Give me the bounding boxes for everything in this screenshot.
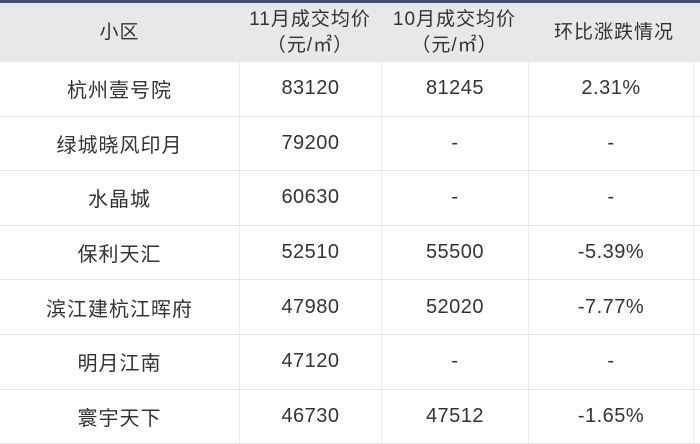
cell-oct-price: 55500 xyxy=(381,225,528,280)
column-header-sub: （元/㎡） xyxy=(411,34,498,56)
cell-nov-price: 47120 xyxy=(239,334,381,389)
cell-change: -1.65% xyxy=(528,389,694,444)
cell-community: 保利天汇 xyxy=(77,244,162,267)
table-row: 保利天汇 52510 55500 -5.39% xyxy=(0,225,700,281)
column-header-label: 小区 xyxy=(99,21,140,43)
column-header-label: 环比涨跌情况 xyxy=(553,21,674,43)
table-row: 滨江建杭江晖府 47980 52020 -7.77% xyxy=(0,280,700,335)
column-header-community: 小区 xyxy=(0,3,239,62)
column-header-label: 10月成交均价 xyxy=(392,8,517,30)
cell-oct-price: - xyxy=(381,334,528,389)
cell-nov-price: 52510 xyxy=(239,225,381,280)
column-header-label: 11月成交均价 xyxy=(249,8,371,30)
table-row: 杭州壹号院 83120 81245 2.31% xyxy=(0,62,700,117)
table-header-row: 小区 11月成交均价 （元/㎡） 10月成交均价 （元/㎡） 环比涨跌情况 xyxy=(0,3,700,62)
table-row: 明月江南 47120 - - xyxy=(0,334,700,390)
column-header-change: 环比涨跌情况 xyxy=(528,3,700,62)
cell-nov-price: 83120 xyxy=(239,62,381,116)
table-top-accent-bar xyxy=(0,0,700,3)
column-header-sub: （元/㎡） xyxy=(266,34,354,56)
column-header-nov-price: 11月成交均价 （元/㎡） xyxy=(239,3,381,62)
cell-oct-price: - xyxy=(381,171,528,225)
column-header-oct-price: 10月成交均价 （元/㎡） xyxy=(381,3,528,62)
cell-community: 明月江南 xyxy=(77,353,162,376)
cell-nov-price: 46730 xyxy=(239,389,381,444)
cell-change: -7.77% xyxy=(528,280,694,334)
cell-community: 绿城晓风印月 xyxy=(56,134,183,157)
cell-change: - xyxy=(528,116,694,171)
cell-community: 寰宇天下 xyxy=(77,407,162,430)
cell-nov-price: 60630 xyxy=(239,171,381,225)
cell-change: 2.31% xyxy=(528,62,694,116)
cell-community: 杭州壹号院 xyxy=(67,80,172,103)
cell-change: -5.39% xyxy=(528,225,694,280)
table-row: 寰宇天下 46730 47512 -1.65% xyxy=(0,389,700,444)
cell-oct-price: - xyxy=(381,116,528,171)
cell-community: 滨江建杭江晖府 xyxy=(46,298,193,321)
cell-oct-price: 52020 xyxy=(381,280,528,334)
cell-nov-price: 47980 xyxy=(239,280,381,334)
cell-nov-price: 79200 xyxy=(239,116,381,171)
table-row: 水晶城 60630 - - xyxy=(0,171,700,226)
cell-oct-price: 81245 xyxy=(381,62,528,116)
cell-change: - xyxy=(528,334,694,389)
table-row: 绿城晓风印月 79200 - - xyxy=(0,116,700,172)
cell-community: 水晶城 xyxy=(88,189,151,212)
cell-oct-price: 47512 xyxy=(381,389,528,444)
cell-change: - xyxy=(528,171,694,225)
